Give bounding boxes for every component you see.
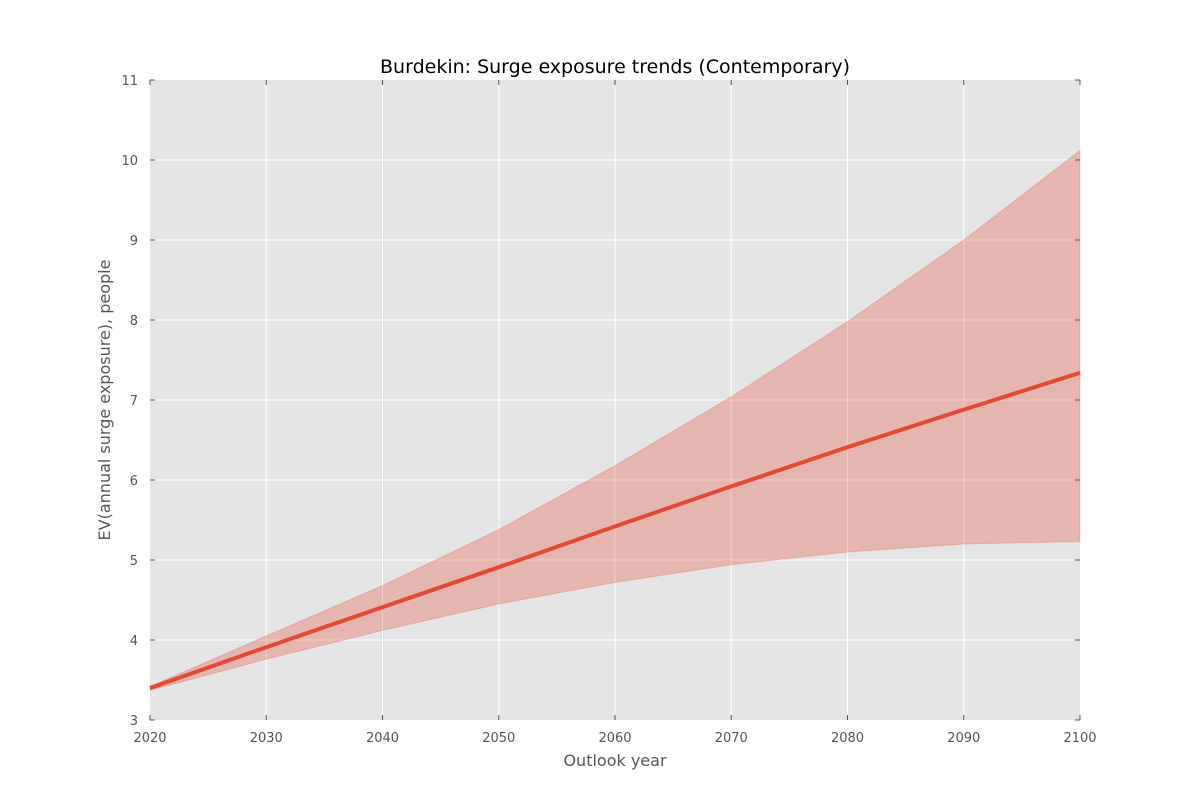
x-tick-label: 2020 — [133, 731, 166, 746]
y-tick-label: 3 — [130, 714, 138, 729]
series-line — [149, 370, 1081, 690]
y-tick-label: 7 — [130, 394, 138, 409]
y-tick-label: 11 — [121, 74, 138, 89]
x-tick-label: 2040 — [366, 731, 399, 746]
y-tick-labels: 3 4 5 6 7 8 9 10 11 — [121, 74, 138, 729]
x-tick-labels: 2020 2030 2040 2050 2060 2070 2080 2090 2100 — [133, 731, 1096, 746]
y-tick-label: 10 — [121, 154, 138, 169]
y-tick-label: 4 — [130, 634, 138, 649]
axis-ticks — [149, 79, 1081, 721]
y-tick-label: 8 — [130, 314, 138, 329]
grid-lines — [150, 80, 1080, 720]
y-tick-label: 9 — [130, 234, 138, 249]
chart-title: Burdekin: Surge exposure trends (Contemp… — [380, 56, 850, 78]
x-tick-label: 2080 — [831, 731, 864, 746]
x-axis-label: Outlook year — [563, 751, 667, 770]
x-tick-label: 2090 — [947, 731, 980, 746]
y-tick-label: 6 — [130, 474, 138, 489]
y-axis-label: EV(annual surge exposure), people — [95, 260, 114, 541]
y-tick-label: 5 — [130, 554, 138, 569]
x-tick-label: 2030 — [250, 731, 283, 746]
x-tick-label: 2060 — [598, 731, 631, 746]
x-tick-label: 2100 — [1063, 731, 1096, 746]
x-tick-label: 2050 — [482, 731, 515, 746]
uncertainty-band — [149, 149, 1081, 692]
x-tick-label: 2070 — [715, 731, 748, 746]
